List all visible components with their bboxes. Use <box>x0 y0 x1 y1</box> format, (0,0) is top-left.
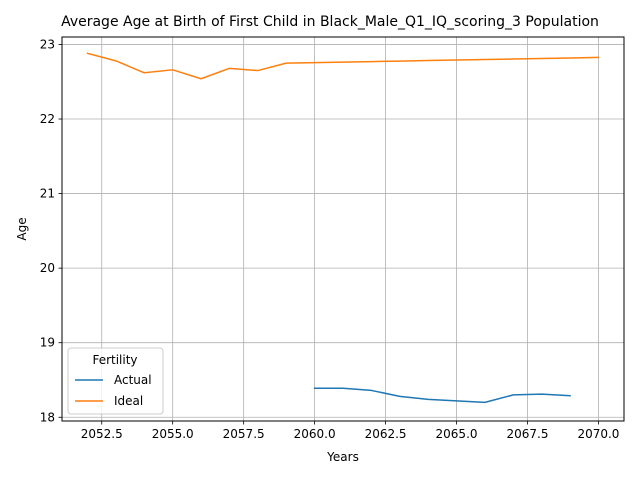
x-tick-label: 2057.5 <box>223 427 265 441</box>
series-lines <box>86 52 600 404</box>
x-tick-label: 2052.5 <box>81 427 123 441</box>
x-axis-label: Years <box>326 450 359 464</box>
plot-frame <box>61 36 625 422</box>
x-tick-label: 2060.0 <box>294 427 336 441</box>
y-axis-label: Age <box>15 217 29 240</box>
legend-label-actual: Actual <box>114 373 152 387</box>
x-axis-ticks: 2052.5 2055.0 2057.5 2060.0 2062.5 2065.0 2067… <box>81 421 619 441</box>
x-tick-label: 2055.0 <box>152 427 194 441</box>
series-line-actual <box>313 387 571 404</box>
x-tick-label: 2065.0 <box>436 427 478 441</box>
grid-lines <box>62 37 624 421</box>
chart-title: Average Age at Birth of First Child in B… <box>61 14 599 30</box>
x-tick-label: 2062.5 <box>365 427 407 441</box>
series-line-ideal <box>86 52 600 80</box>
y-tick-label: 23 <box>40 37 55 51</box>
legend-label-ideal: Ideal <box>114 394 143 408</box>
legend-title: Fertility <box>92 353 137 367</box>
y-tick-label: 20 <box>40 261 55 275</box>
y-tick-label: 19 <box>40 336 55 350</box>
y-tick-label: 18 <box>40 410 55 424</box>
x-tick-label: 2070.0 <box>577 427 619 441</box>
legend-box <box>67 347 164 415</box>
y-tick-label: 22 <box>40 112 55 126</box>
y-tick-label: 21 <box>40 187 55 201</box>
legend: Fertility Actual Ideal <box>67 347 164 415</box>
x-tick-label: 2067.5 <box>506 427 548 441</box>
y-axis-ticks: 18 19 20 21 22 23 <box>40 37 62 424</box>
